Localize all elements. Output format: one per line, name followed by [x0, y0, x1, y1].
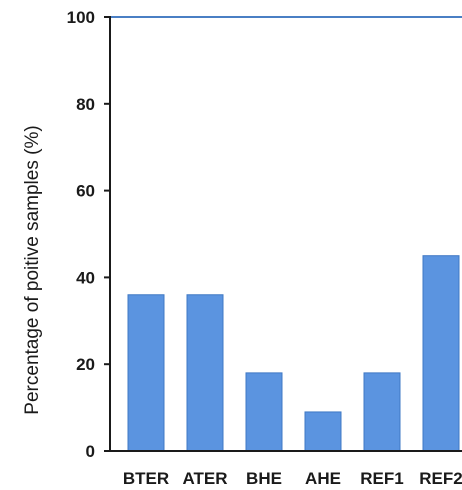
- y-tick-label-80: 80: [76, 95, 95, 114]
- x-tick-label-bhe: BHE: [246, 469, 282, 488]
- y-tick-label-40: 40: [76, 268, 95, 287]
- bar-ref2: [422, 255, 460, 452]
- y-axis-title: Percentage of poitive samples (%): [22, 125, 43, 414]
- x-tick-label-ahe: AHE: [305, 469, 341, 488]
- bar-bhe: [245, 372, 283, 452]
- x-tick-label-bter: BTER: [123, 469, 169, 488]
- y-tick-label-100: 100: [67, 8, 95, 27]
- bar-ahe: [304, 411, 342, 452]
- plot-area: BTER ATER BHE AHE REF1 REF2 0 20 40 60 80 100: [67, 8, 462, 488]
- y-tick-label-60: 60: [76, 182, 95, 201]
- bar-ater: [186, 294, 224, 452]
- y-axis-title-group: Percentage of poitive samples (%): [22, 125, 43, 414]
- x-tick-label-ater: ATER: [182, 469, 227, 488]
- y-tick-label-0: 0: [86, 442, 95, 461]
- x-tick-label-ref2: REF2: [419, 469, 462, 488]
- bar-ref1: [363, 372, 401, 452]
- bar-bter: [127, 294, 165, 452]
- x-tick-label-ref1: REF1: [360, 469, 403, 488]
- y-tick-label-20: 20: [76, 355, 95, 374]
